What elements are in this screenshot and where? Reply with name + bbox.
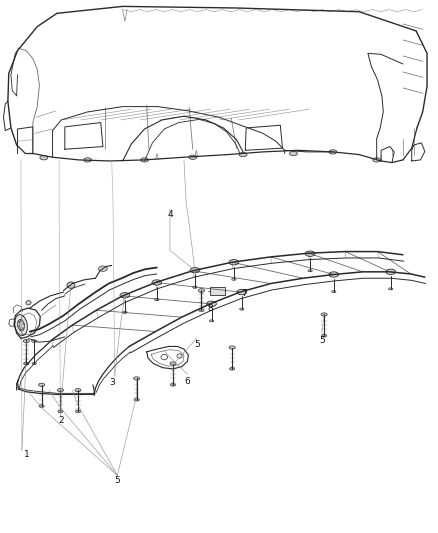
Ellipse shape (232, 278, 236, 280)
Text: 1: 1 (24, 450, 30, 458)
Ellipse shape (39, 383, 45, 386)
Ellipse shape (329, 150, 337, 154)
Ellipse shape (22, 328, 24, 329)
Ellipse shape (198, 289, 205, 292)
Ellipse shape (332, 290, 336, 293)
Ellipse shape (67, 282, 75, 288)
Ellipse shape (329, 272, 339, 277)
Text: 5: 5 (194, 340, 200, 349)
Ellipse shape (240, 308, 244, 310)
Ellipse shape (123, 311, 127, 313)
Ellipse shape (308, 270, 312, 272)
Ellipse shape (209, 320, 214, 322)
Ellipse shape (230, 368, 235, 370)
Ellipse shape (18, 326, 19, 327)
Ellipse shape (134, 399, 139, 401)
Ellipse shape (321, 335, 327, 337)
Ellipse shape (32, 362, 36, 365)
Ellipse shape (21, 320, 23, 321)
Text: 5: 5 (319, 336, 325, 344)
Text: 7: 7 (241, 289, 247, 297)
Ellipse shape (190, 268, 200, 273)
Ellipse shape (321, 313, 327, 316)
Ellipse shape (120, 293, 130, 298)
Ellipse shape (32, 340, 37, 343)
Ellipse shape (75, 389, 81, 392)
Ellipse shape (389, 288, 393, 290)
Ellipse shape (18, 319, 25, 331)
Ellipse shape (39, 405, 44, 407)
Ellipse shape (24, 362, 29, 365)
Ellipse shape (152, 280, 162, 285)
Ellipse shape (170, 362, 176, 365)
Text: 2: 2 (59, 416, 64, 424)
Ellipse shape (237, 289, 247, 295)
Text: 4: 4 (167, 210, 173, 219)
Ellipse shape (170, 384, 176, 386)
Ellipse shape (373, 158, 381, 162)
Ellipse shape (23, 340, 29, 343)
Ellipse shape (23, 323, 25, 325)
Text: 8: 8 (207, 304, 213, 312)
Ellipse shape (99, 266, 107, 271)
Ellipse shape (84, 158, 92, 162)
Ellipse shape (305, 251, 315, 256)
Ellipse shape (134, 377, 140, 380)
Ellipse shape (239, 152, 247, 157)
Ellipse shape (386, 269, 396, 274)
Ellipse shape (15, 314, 27, 336)
Ellipse shape (199, 309, 204, 312)
Ellipse shape (18, 321, 20, 322)
Ellipse shape (141, 158, 148, 162)
FancyBboxPatch shape (210, 287, 225, 295)
Ellipse shape (26, 301, 31, 305)
Text: 3: 3 (109, 378, 115, 387)
Ellipse shape (75, 410, 81, 413)
Text: 6: 6 (184, 377, 191, 386)
Ellipse shape (229, 260, 239, 265)
Ellipse shape (290, 151, 297, 156)
Ellipse shape (155, 298, 159, 301)
Ellipse shape (207, 301, 216, 306)
Text: 5: 5 (114, 477, 120, 485)
Ellipse shape (58, 410, 63, 413)
Ellipse shape (189, 155, 197, 159)
Ellipse shape (19, 329, 21, 330)
Ellipse shape (193, 286, 197, 288)
Ellipse shape (229, 346, 235, 349)
Ellipse shape (57, 389, 64, 392)
Ellipse shape (40, 156, 48, 160)
